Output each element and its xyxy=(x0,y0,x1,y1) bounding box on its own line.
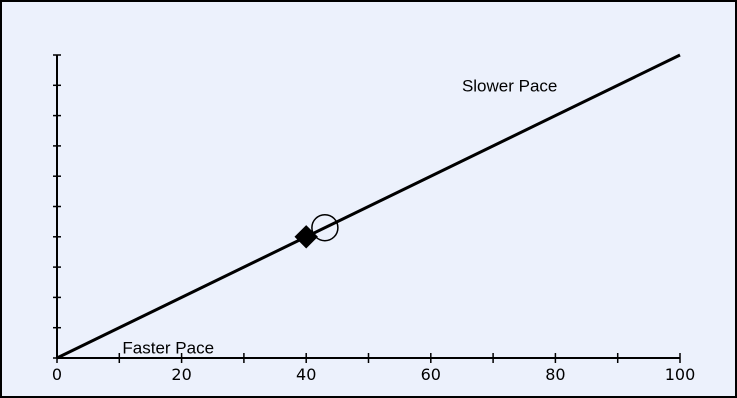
x-tick-label-1: 20 xyxy=(171,365,191,384)
x-axis: 0 20 40 60 80 100 xyxy=(52,353,695,384)
y-axis xyxy=(53,54,61,359)
series-line-0 xyxy=(56,53,681,360)
markers-group xyxy=(294,213,339,249)
x-tick-label-4: 80 xyxy=(545,365,565,384)
x-tick-label-5: 100 xyxy=(665,365,696,384)
annotation-label-0: Slower Pace xyxy=(462,76,557,95)
annotation-label-1: Faster Pace xyxy=(122,338,214,357)
x-tick-label-2: 40 xyxy=(296,365,316,384)
series-group xyxy=(56,53,681,360)
x-tick-label-3: 60 xyxy=(421,365,441,384)
x-tick-label-0: 0 xyxy=(52,365,62,384)
annotations-group: Slower Pace Faster Pace xyxy=(122,76,557,357)
marker-circle-1 xyxy=(311,213,339,242)
